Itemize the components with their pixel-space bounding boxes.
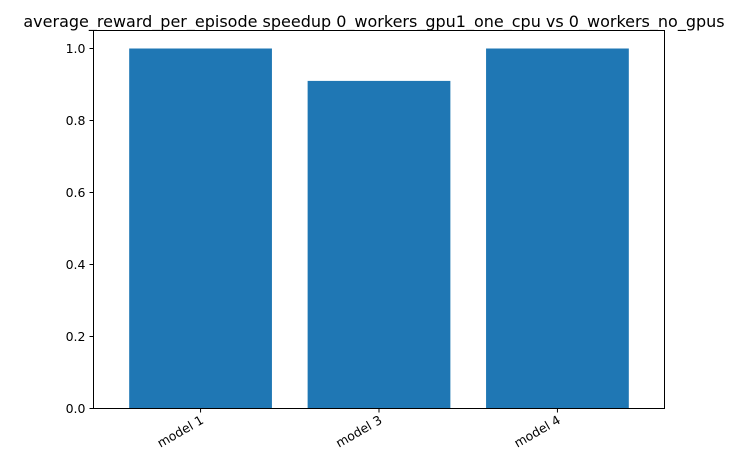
bar-model-4: [486, 48, 629, 409]
x-tick-label: model 4: [511, 412, 563, 450]
x-axis: model 1 model 3 model 4: [155, 408, 563, 451]
y-tick-label: 0.8: [66, 113, 86, 128]
plot-frame: [93, 30, 665, 409]
x-tick-label: model 1: [155, 412, 207, 450]
y-tick-label: 0.4: [66, 257, 86, 272]
bar-model-3: [307, 80, 451, 409]
y-tick-label: 0.6: [66, 185, 86, 200]
y-tick-label: 0.0: [66, 401, 86, 416]
bars: [129, 48, 629, 409]
chart-title: average_reward_per_episode speedup 0_wor…: [23, 12, 724, 32]
bar-model-1: [129, 48, 272, 409]
x-tick-label: model 3: [333, 412, 385, 450]
y-tick-label: 1.0: [66, 41, 86, 56]
y-tick-label: 0.2: [66, 329, 86, 344]
y-axis: 0.0 0.2 0.4 0.6 0.8 1.0: [66, 41, 94, 416]
